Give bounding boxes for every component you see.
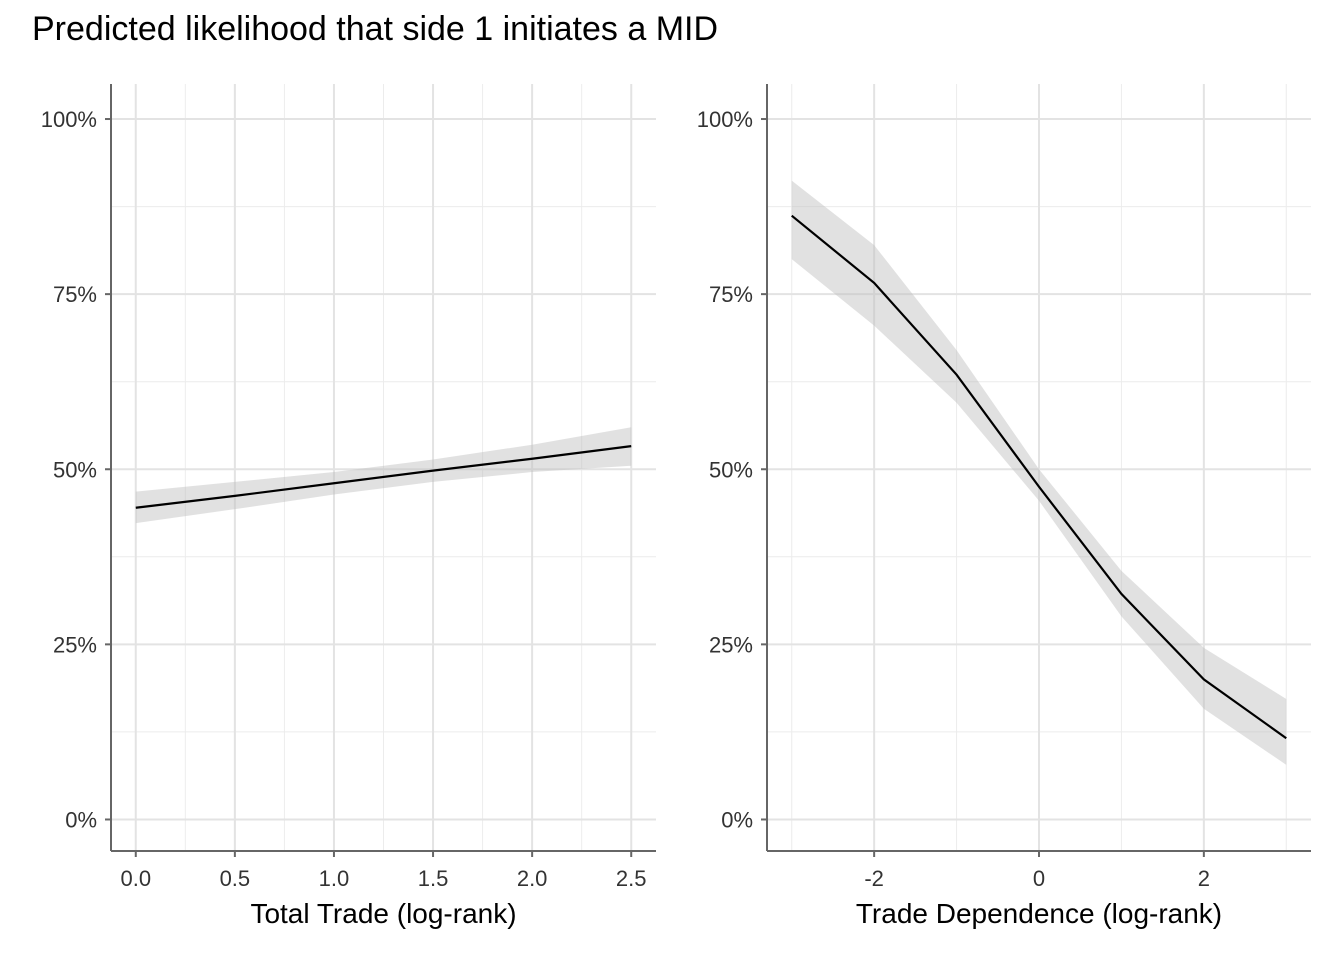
prediction-line: [135, 445, 632, 509]
y-tick-label: 25%: [53, 632, 97, 657]
confidence-band: [135, 427, 632, 524]
y-tick-label: 100%: [41, 107, 97, 132]
left-panel-total-trade: 0% 25% 50% 75% 100% 0.0 0.5 1.0 1.5 2.0 2.5 Total T…: [41, 84, 656, 929]
y-tick-label: 0%: [65, 807, 97, 832]
x-tick-label: 2.0: [517, 866, 548, 891]
x-tick-label: 1.5: [418, 866, 449, 891]
prediction-line: [791, 214, 1287, 740]
y-tick-label: 75%: [53, 282, 97, 307]
x-tick-label: 1.0: [319, 866, 350, 891]
y-tick-label: 50%: [709, 457, 753, 482]
x-tick-label: -2: [864, 866, 884, 891]
y-tick-label: 0%: [721, 807, 753, 832]
x-tick-label: 0: [1033, 866, 1045, 891]
x-tick-label: 2.5: [616, 866, 647, 891]
y-tick-label: 100%: [697, 107, 753, 132]
chart-title: Predicted likelihood that side 1 initiat…: [32, 10, 719, 48]
y-tick-label: 75%: [709, 282, 753, 307]
y-tick-label: 25%: [709, 632, 753, 657]
confidence-band: [791, 180, 1287, 765]
x-tick-label: 0.5: [220, 866, 251, 891]
x-tick-label: 2: [1198, 866, 1210, 891]
y-tick-label: 50%: [53, 457, 97, 482]
x-tick-label: 0.0: [120, 866, 151, 891]
x-axis-title: Trade Dependence (log-rank): [856, 898, 1222, 929]
x-axis-title: Total Trade (log-rank): [250, 898, 516, 929]
right-panel-trade-dependence: 0% 25% 50% 75% 100% -2 0 2 Trade Dependence (log…: [697, 84, 1311, 929]
